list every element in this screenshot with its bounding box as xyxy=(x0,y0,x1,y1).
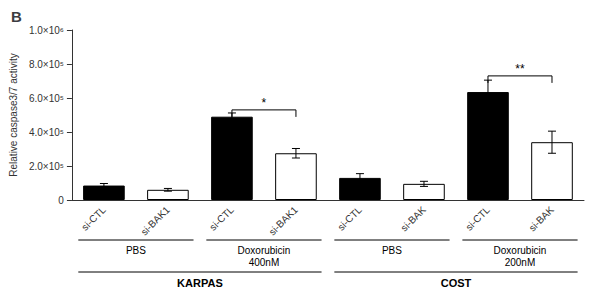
svg-text:si-BAK1: si-BAK1 xyxy=(139,204,173,238)
svg-text:PBS: PBS xyxy=(382,245,402,256)
svg-text:2.0×10⁵: 2.0×10⁵ xyxy=(29,161,64,172)
svg-text:4.0×10⁵: 4.0×10⁵ xyxy=(29,127,64,138)
svg-text:si-CTL: si-CTL xyxy=(463,204,492,233)
svg-text:si-BAK1: si-BAK1 xyxy=(267,204,301,238)
svg-text:6.0×10⁵: 6.0×10⁵ xyxy=(29,93,64,104)
svg-text:PBS: PBS xyxy=(126,245,146,256)
svg-text:8.0×10⁵: 8.0×10⁵ xyxy=(29,59,64,70)
svg-text:400nM: 400nM xyxy=(249,257,280,268)
svg-text:si-CTL: si-CTL xyxy=(207,204,236,233)
svg-text:si-CTL: si-CTL xyxy=(335,204,364,233)
svg-text:COST: COST xyxy=(441,277,472,289)
svg-text:0: 0 xyxy=(58,195,64,206)
svg-text:Relative caspase3/7 activity: Relative caspase3/7 activity xyxy=(8,53,19,176)
svg-text:si-CTL: si-CTL xyxy=(79,204,108,233)
svg-text:si-BAK: si-BAK xyxy=(399,204,429,234)
svg-text:Doxorubicin: Doxorubicin xyxy=(494,245,547,256)
svg-text:si-BAK: si-BAK xyxy=(527,204,557,234)
svg-text:**: ** xyxy=(515,62,525,76)
svg-text:B: B xyxy=(11,8,22,25)
svg-text:200nM: 200nM xyxy=(505,257,536,268)
svg-text:1.0×10⁶: 1.0×10⁶ xyxy=(29,25,64,36)
svg-text:*: * xyxy=(262,96,267,110)
svg-text:Doxorubicin: Doxorubicin xyxy=(238,245,291,256)
svg-text:KARPAS: KARPAS xyxy=(177,277,223,289)
